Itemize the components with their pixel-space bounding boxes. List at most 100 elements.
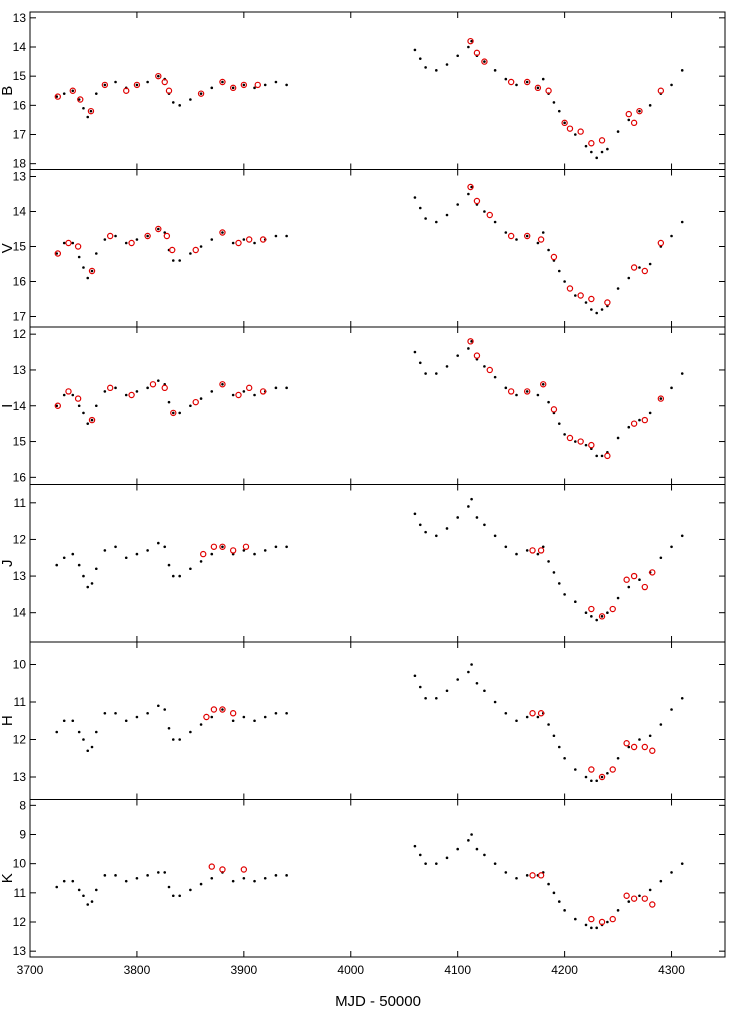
photometry-point <box>504 77 508 81</box>
photometry-point <box>590 779 593 783</box>
photometry-point <box>493 534 497 538</box>
photometry-point <box>435 69 438 72</box>
photometry-point <box>456 516 459 519</box>
spectrum-epoch-point <box>507 388 515 395</box>
photometry-point <box>103 390 107 393</box>
photometry-point <box>504 545 508 549</box>
spectrum-epoch-point <box>203 713 210 721</box>
photometry-point <box>124 556 128 560</box>
photometry-point <box>274 545 278 549</box>
photometry-point <box>163 545 167 549</box>
x-tick-label: 4000 <box>337 963 364 977</box>
spectrum-epoch-point <box>467 338 474 345</box>
photometry-point <box>103 711 107 715</box>
photometry-point <box>210 715 214 719</box>
photometry-point <box>563 121 566 125</box>
spectrum-epoch-point <box>219 866 226 873</box>
photometry-point <box>178 894 181 898</box>
spectrum-epoch-point <box>630 264 638 271</box>
photometry-point <box>157 379 160 382</box>
photometry-point <box>86 276 90 280</box>
photometry-point <box>210 390 214 393</box>
photometry-point <box>483 210 486 213</box>
photometry-point <box>574 917 577 921</box>
photometry-point <box>584 611 588 614</box>
spectrum-epoch-point <box>486 211 493 219</box>
photometry-point <box>638 738 641 741</box>
x-tick-label: 4100 <box>444 963 471 977</box>
y-tick-label: 14 <box>13 205 27 219</box>
photometry-point <box>77 730 81 734</box>
spectrum-epoch-point <box>609 605 616 613</box>
photometry-point <box>146 549 149 552</box>
photometry-point <box>242 715 246 719</box>
photometry-point <box>77 98 81 101</box>
photometry-point <box>124 241 128 245</box>
spectrum-epoch-point <box>87 107 95 115</box>
photometry-point <box>418 361 422 365</box>
photometry-point <box>536 241 540 245</box>
panel-K: 8 9 10 11 12 13 K <box>0 798 726 958</box>
panel-H: 10 11 12 13 H <box>0 641 726 800</box>
spectrum-epoch-point <box>523 388 531 395</box>
photometry-point <box>525 80 529 84</box>
photometry-point <box>563 909 566 912</box>
photometry-point <box>135 552 139 556</box>
photometry-point <box>199 723 203 726</box>
spectrum-epoch-point <box>133 81 141 89</box>
photometry-point <box>595 926 598 930</box>
photometry-point <box>178 104 181 107</box>
photometry-point <box>94 252 98 255</box>
photometry-point <box>135 83 139 87</box>
spectrum-epoch-point <box>630 420 638 427</box>
photometry-point <box>467 347 470 350</box>
photometry-point <box>547 723 550 726</box>
photometry-point <box>114 234 117 238</box>
y-tick-label: 10 <box>13 658 27 672</box>
photometry-point <box>595 311 598 315</box>
photometry-point <box>515 719 518 723</box>
photometry-point <box>574 768 577 771</box>
photometry-point <box>231 86 235 90</box>
photometry-point <box>90 418 94 422</box>
photometry-point <box>171 894 175 898</box>
spectrum-epoch-point <box>88 416 96 424</box>
photometry-point <box>648 734 652 738</box>
spectrum-epoch-point <box>550 253 558 261</box>
spectrum-epoch-point <box>641 583 649 591</box>
spectrum-epoch-point <box>588 766 595 773</box>
photometry-point <box>470 185 473 189</box>
photometry-point <box>456 678 459 681</box>
photometry-point <box>157 704 160 708</box>
photometry-point <box>86 903 90 906</box>
photometry-point <box>445 63 449 66</box>
photometry-point <box>435 696 438 700</box>
spectrum-epoch-point <box>630 895 638 902</box>
photometry-point <box>456 203 459 206</box>
photometry-point <box>231 719 235 723</box>
photometry-point <box>659 556 663 560</box>
photometry-point <box>536 393 540 397</box>
spectrum-epoch-point <box>467 37 474 45</box>
photometry-point <box>659 723 663 726</box>
photometry-point <box>504 871 508 874</box>
y-tick-label: 12 <box>13 915 27 929</box>
photometry-point <box>483 523 486 527</box>
band-panels: 131415161718B1314151617V1213141516I11121… <box>0 11 726 958</box>
y-tick-label: 11 <box>14 886 27 900</box>
y-tick-label: 9 <box>19 828 26 842</box>
photometry-point <box>435 220 438 224</box>
spectrum-epoch-point <box>534 84 542 92</box>
spectrum-epoch-point <box>192 398 199 406</box>
photometry-point <box>163 871 167 874</box>
y-tick-label: 17 <box>13 310 27 324</box>
spectrum-epoch-point <box>630 572 638 580</box>
photometry-point <box>563 756 566 760</box>
photometry-point <box>274 234 278 238</box>
spectrum-epoch-point <box>467 183 474 191</box>
photometry-point <box>504 231 508 234</box>
spectrum-epoch-point <box>657 395 665 402</box>
photometry-point <box>82 894 85 898</box>
spectrum-epoch-point <box>566 434 574 442</box>
